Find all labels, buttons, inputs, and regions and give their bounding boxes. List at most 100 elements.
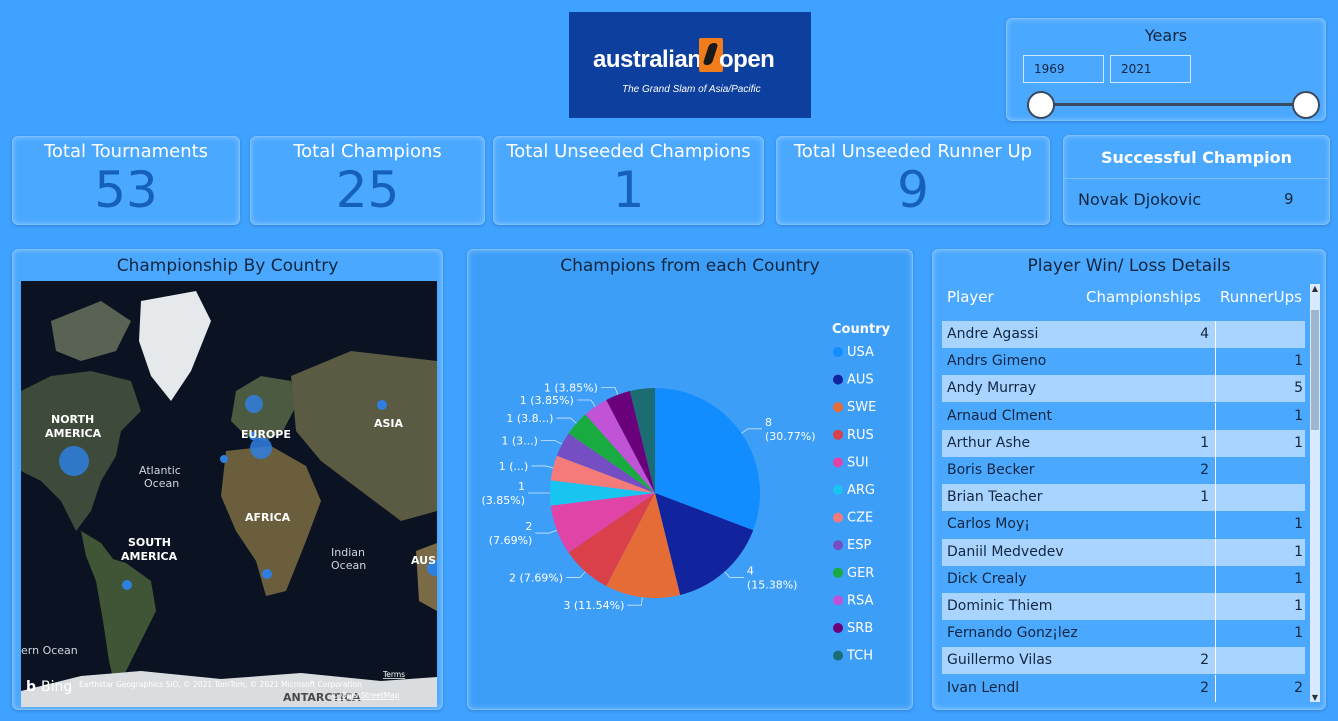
world-map[interactable]: NORTH AMERICA EUROPE ASIA AFRICA SOUTH A… bbox=[21, 281, 437, 707]
pie-slice-arg[interactable] bbox=[550, 480, 655, 506]
legend-swatch[interactable] bbox=[833, 485, 843, 495]
col-header-runnerups[interactable]: RunnerUps bbox=[1220, 288, 1302, 306]
bubble-usa[interactable] bbox=[59, 446, 89, 476]
legend-item-aus[interactable]: AUS bbox=[847, 373, 874, 388]
kpi-label: Total Tournaments bbox=[43, 141, 209, 162]
table-row[interactable]: Dick Crealy 1 bbox=[942, 565, 1305, 593]
pie-slice-usa[interactable] bbox=[655, 388, 760, 531]
legend-item-rus[interactable]: RUS bbox=[847, 428, 874, 443]
year-end-input[interactable]: 2021 bbox=[1110, 55, 1191, 83]
pie-slice-sui[interactable] bbox=[550, 493, 655, 553]
pie-leader-line bbox=[576, 399, 596, 407]
pie-data-label: 3 (11.54%) bbox=[563, 599, 624, 612]
cell-player: Ivan Lendl bbox=[947, 679, 1020, 696]
table-row[interactable]: Dominic Thiem 1 bbox=[942, 593, 1305, 620]
cell-player: Arthur Ashe bbox=[947, 434, 1031, 451]
legend-title: Country bbox=[832, 322, 891, 337]
pie-slice-ger[interactable] bbox=[568, 414, 655, 493]
legend-swatch[interactable] bbox=[833, 512, 843, 523]
bing-logo[interactable]: Bing bbox=[41, 679, 72, 695]
legend-item-tch[interactable]: TCH bbox=[846, 649, 873, 664]
table-row[interactable]: Arnaud Clment 1 bbox=[942, 402, 1305, 430]
legend-item-cze[interactable]: CZE bbox=[847, 511, 873, 526]
kpi-label: Total Champions bbox=[293, 141, 442, 162]
cell-runnerups: 2 bbox=[1294, 679, 1303, 696]
antarctica bbox=[21, 671, 437, 707]
legend-item-rsa[interactable]: RSA bbox=[847, 593, 874, 608]
map-label-southern-ocean: ern Ocean bbox=[21, 644, 78, 657]
legend-swatch[interactable] bbox=[833, 650, 843, 661]
table-row[interactable]: Andy Murray 5 bbox=[942, 375, 1305, 403]
bubble-south-africa[interactable] bbox=[262, 569, 272, 579]
pie-leader-line bbox=[627, 597, 643, 606]
legend-item-esp[interactable]: ESP bbox=[847, 538, 871, 553]
year-slider-track[interactable] bbox=[1041, 103, 1303, 106]
map-terms-link[interactable]: Terms bbox=[382, 670, 405, 679]
cell-championships: 1 bbox=[1200, 489, 1209, 506]
pie-slice-rsa[interactable] bbox=[585, 400, 655, 493]
legend-swatch[interactable] bbox=[833, 567, 843, 578]
legend-item-usa[interactable]: USA bbox=[847, 345, 874, 360]
table-row[interactable]: Arthur Ashe 1 1 bbox=[942, 429, 1305, 457]
bubble-germany[interactable] bbox=[249, 432, 257, 440]
pie-slice-esp[interactable] bbox=[556, 433, 655, 493]
table-scrollbar[interactable]: ▲ ▼ bbox=[1310, 284, 1320, 702]
legend-swatch[interactable] bbox=[833, 429, 843, 440]
table-row[interactable]: Brian Teacher 1 bbox=[942, 484, 1305, 512]
bubble-sweden[interactable] bbox=[245, 395, 263, 413]
pie-slice-cze[interactable] bbox=[550, 455, 655, 493]
scroll-down-icon[interactable]: ▼ bbox=[1311, 693, 1319, 702]
legend-item-sui[interactable]: SUI bbox=[847, 455, 869, 470]
table-row[interactable]: Andre Agassi 4 bbox=[942, 321, 1305, 348]
bubble-argentina[interactable] bbox=[122, 580, 132, 590]
legend-swatch[interactable] bbox=[833, 595, 843, 606]
pie-slice-srb[interactable] bbox=[606, 391, 655, 493]
bubble-spain[interactable] bbox=[220, 455, 228, 463]
pie-slice-rus[interactable] bbox=[568, 493, 655, 586]
table-row[interactable]: Carlos Moy¡ 1 bbox=[942, 511, 1305, 539]
bubble-russia[interactable] bbox=[377, 400, 387, 410]
south-america-landmass bbox=[81, 531, 156, 691]
table-row[interactable]: Daniil Medvedev 1 bbox=[942, 538, 1305, 566]
table-row[interactable]: Ivan Lendl 2 2 bbox=[942, 674, 1305, 702]
legend-item-swe[interactable]: SWE bbox=[847, 400, 876, 415]
year-start-input[interactable]: 1969 bbox=[1023, 55, 1104, 83]
cell-divider bbox=[1215, 375, 1216, 403]
legend-item-ger[interactable]: GER bbox=[847, 566, 874, 581]
year-slider-start-handle[interactable] bbox=[1027, 91, 1055, 119]
cell-player: Andrs Gimeno bbox=[947, 353, 1047, 370]
bubble-australia[interactable] bbox=[427, 560, 437, 576]
legend-swatch[interactable] bbox=[833, 402, 843, 413]
pie-leader-line bbox=[741, 428, 762, 434]
map-osm-link[interactable]: © OpenStreetMap bbox=[331, 691, 400, 700]
legend-swatch[interactable] bbox=[833, 540, 843, 551]
cell-runnerups: 1 bbox=[1294, 570, 1303, 587]
map-label-america: AMERICA bbox=[45, 427, 102, 440]
bubble-europe-central[interactable] bbox=[250, 437, 272, 459]
scroll-thumb[interactable] bbox=[1311, 310, 1319, 430]
cell-runnerups: 1 bbox=[1294, 353, 1303, 370]
table-row[interactable]: Boris Becker 2 bbox=[942, 457, 1305, 484]
pie-slice-aus[interactable] bbox=[655, 493, 754, 595]
col-header-championships[interactable]: Championships bbox=[1086, 288, 1201, 306]
table-row[interactable]: Andrs Gimeno 1 bbox=[942, 348, 1305, 376]
legend-item-srb[interactable]: SRB bbox=[847, 621, 873, 636]
world-map-svg[interactable]: NORTH AMERICA EUROPE ASIA AFRICA SOUTH A… bbox=[21, 281, 437, 707]
legend-swatch[interactable] bbox=[833, 347, 843, 357]
pie-data-label: (7.69%) bbox=[489, 534, 533, 547]
table-row[interactable]: Guillermo Vilas 2 bbox=[942, 647, 1305, 675]
legend-item-arg[interactable]: ARG bbox=[847, 483, 875, 498]
kpi-label: Total Unseeded Champions bbox=[506, 141, 751, 162]
table-row[interactable]: Fernando Gonz¡lez 1 bbox=[942, 620, 1305, 648]
col-header-player[interactable]: Player bbox=[947, 288, 994, 306]
pie-data-label: 1 (3.8...) bbox=[506, 412, 553, 425]
legend-swatch[interactable] bbox=[833, 374, 843, 385]
successful-champion-name[interactable]: Novak Djokovic bbox=[1078, 190, 1202, 209]
pie-slice-tch[interactable] bbox=[629, 388, 655, 493]
legend-swatch[interactable] bbox=[833, 457, 843, 468]
kpi-value: 1 bbox=[612, 161, 645, 219]
scroll-up-icon[interactable]: ▲ bbox=[1311, 284, 1319, 293]
pie-slice-swe[interactable] bbox=[606, 493, 681, 598]
legend-swatch[interactable] bbox=[833, 623, 843, 633]
year-slider-end-handle[interactable] bbox=[1292, 91, 1320, 119]
